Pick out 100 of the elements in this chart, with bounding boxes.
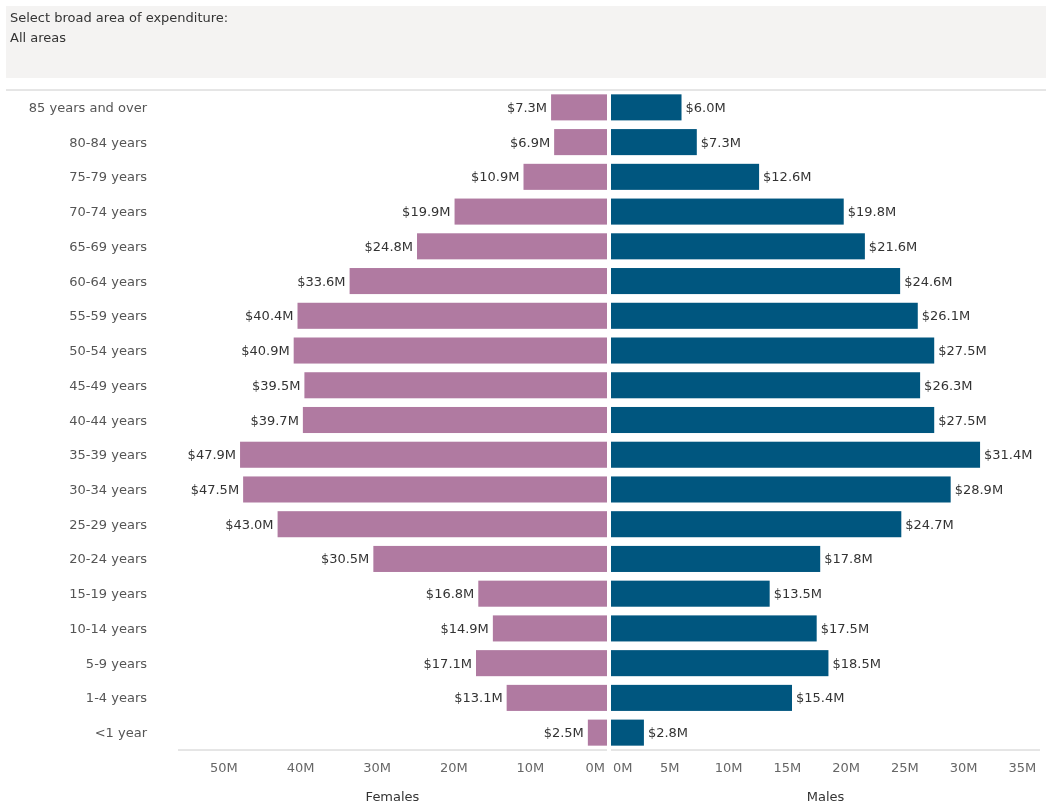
text: Select broad area of expenditure: xyxy=(10,10,229,25)
y-tick-label: 40-44 years xyxy=(69,412,148,428)
data-label: $28.9M xyxy=(954,482,1004,498)
bar xyxy=(611,268,901,295)
bar xyxy=(373,545,607,572)
bar xyxy=(304,372,607,399)
data-label: $16.8M xyxy=(425,586,475,602)
bar xyxy=(523,163,607,190)
data-label: $30.5M xyxy=(320,551,370,567)
y-tick-label: 25-29 years xyxy=(69,516,148,532)
bar xyxy=(611,511,902,538)
data-label: $31.4M xyxy=(984,447,1033,463)
data-label: $47.9M xyxy=(187,447,237,463)
bar xyxy=(611,163,760,190)
bar xyxy=(277,511,607,538)
data-label: $10.9M xyxy=(471,169,520,185)
x-axis-title: Females xyxy=(365,789,420,804)
bar xyxy=(478,580,607,607)
x-tick-label: 10M xyxy=(714,760,743,775)
y-tick-label: 45-49 years xyxy=(69,377,148,393)
data-label: $27.5M xyxy=(938,412,987,428)
data-label: $17.5M xyxy=(820,620,870,636)
data-label: $2.5M xyxy=(543,725,584,741)
data-label: $24.6M xyxy=(904,273,953,289)
bar xyxy=(611,615,817,642)
bar xyxy=(611,94,682,121)
bar xyxy=(611,441,981,468)
y-tick-label: 85 years and over xyxy=(28,99,148,115)
bar xyxy=(554,129,607,156)
y-tick-label: 35-39 years xyxy=(69,447,148,463)
bar xyxy=(417,233,607,260)
data-label: $33.6M xyxy=(297,273,346,289)
y-tick-label: 80-84 years xyxy=(69,134,148,150)
bar xyxy=(611,372,921,399)
y-tick-label: 60-64 years xyxy=(69,273,148,289)
x-tick-label: 10M xyxy=(516,760,545,775)
data-label: $13.1M xyxy=(454,690,503,706)
bar xyxy=(611,233,865,260)
y-tick-label: 1-4 years xyxy=(85,690,148,706)
text: All areas xyxy=(10,30,67,45)
bar xyxy=(611,129,697,156)
bar xyxy=(551,94,607,121)
bar xyxy=(349,268,607,295)
data-label: $18.5M xyxy=(832,655,881,671)
bar xyxy=(492,615,607,642)
data-label: $39.5M xyxy=(251,377,301,393)
data-label: $26.1M xyxy=(921,308,971,324)
data-label: $24.7M xyxy=(905,516,954,532)
x-axis-title: Males xyxy=(806,789,845,804)
bar xyxy=(297,302,607,329)
y-tick-label: 50-54 years xyxy=(69,343,148,359)
x-tick-label: 50M xyxy=(210,760,238,775)
x-tick-label: 30M xyxy=(949,760,978,775)
data-label: $6.9M xyxy=(509,134,551,150)
bar xyxy=(611,337,935,364)
y-tick-label: 15-19 years xyxy=(69,586,148,602)
data-label: $2.8M xyxy=(647,725,689,741)
bar xyxy=(611,476,951,503)
y-tick-label: 65-69 years xyxy=(69,238,148,254)
y-tick-label: 30-34 years xyxy=(69,482,148,498)
x-tick-label: 0M xyxy=(613,760,633,775)
data-label: $39.7M xyxy=(250,412,299,428)
bar xyxy=(611,684,792,711)
bar xyxy=(243,476,607,503)
bar xyxy=(611,302,918,329)
data-label: $19.9M xyxy=(402,204,451,220)
y-tick-label: 55-59 years xyxy=(69,308,148,324)
data-label: $15.4M xyxy=(796,690,845,706)
bar xyxy=(302,406,607,434)
y-tick-label: <1 year xyxy=(94,725,148,741)
x-tick-label: 5M xyxy=(660,760,680,775)
y-tick-label: 75-79 years xyxy=(69,169,148,185)
y-tick-label: 10-14 years xyxy=(69,620,148,636)
x-tick-label: 15M xyxy=(773,760,802,775)
bar xyxy=(611,406,935,434)
data-label: $7.3M xyxy=(506,99,548,115)
data-label: $7.3M xyxy=(700,134,741,150)
bar xyxy=(240,441,607,468)
bar xyxy=(611,719,644,746)
data-label: $40.9M xyxy=(241,343,290,359)
x-tick-label: 20M xyxy=(439,760,468,775)
y-tick-label: 20-24 years xyxy=(69,551,148,567)
data-label: $13.5M xyxy=(773,586,823,602)
data-label: $43.0M xyxy=(225,516,274,532)
data-label: $21.6M xyxy=(868,238,918,254)
bar xyxy=(506,684,607,711)
bar xyxy=(587,719,607,746)
data-label: $17.1M xyxy=(423,655,472,671)
y-tick-label: 70-74 years xyxy=(69,204,148,220)
bar xyxy=(476,650,607,677)
data-label: $17.8M xyxy=(824,551,873,567)
data-label: $47.5M xyxy=(190,482,240,498)
bar xyxy=(454,198,607,225)
bar xyxy=(611,545,821,572)
x-tick-label: 0M xyxy=(585,760,605,775)
x-tick-label: 25M xyxy=(890,760,919,775)
data-label: $19.8M xyxy=(847,204,897,220)
bar xyxy=(293,337,607,364)
x-tick-label: 30M xyxy=(363,760,392,775)
bar xyxy=(611,650,829,677)
